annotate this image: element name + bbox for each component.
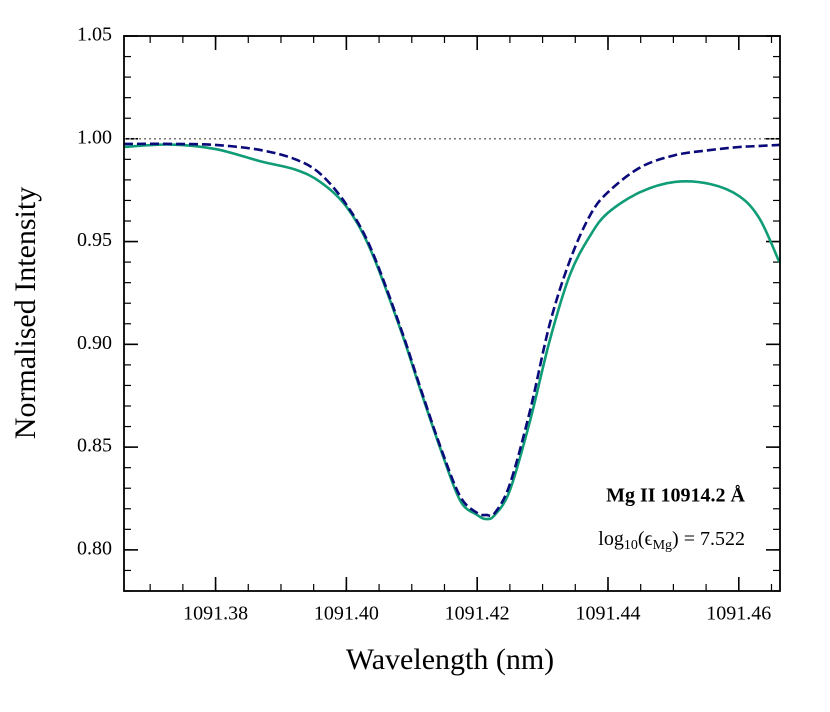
- annotation-part: 10: [624, 538, 638, 553]
- x-axis-label: Wavelength (nm): [346, 643, 554, 676]
- y-tick-label: 1.05: [77, 24, 112, 46]
- annotation: Mg II 10914.2 Å: [606, 484, 745, 507]
- annotation-part: Mg: [653, 538, 672, 553]
- y-tick-label: 0.90: [77, 332, 112, 354]
- plot-frame: [123, 35, 781, 592]
- annotation-part: ) = 7.522: [672, 528, 745, 550]
- y-tick-label: 1.00: [77, 126, 112, 148]
- annotation: log10(ϵMg) = 7.522: [598, 528, 745, 554]
- y-tick-label: 0.95: [77, 229, 112, 251]
- y-tick-label: 0.85: [77, 435, 112, 457]
- x-tick-label: 1091.46: [706, 603, 771, 625]
- annotation-part: (ϵ: [638, 528, 653, 550]
- series-line: [124, 142, 780, 518]
- x-tick-label: 1091.42: [445, 603, 510, 625]
- x-tick-label: 1091.38: [183, 603, 248, 625]
- y-axis-label: Normalised Intensity: [9, 187, 42, 439]
- y-tick-label: 0.80: [77, 537, 112, 559]
- series-line: [124, 143, 780, 521]
- x-tick-label: 1091.40: [314, 603, 379, 625]
- x-tick-label: 1091.44: [575, 603, 640, 625]
- annotation-part: log: [598, 528, 624, 550]
